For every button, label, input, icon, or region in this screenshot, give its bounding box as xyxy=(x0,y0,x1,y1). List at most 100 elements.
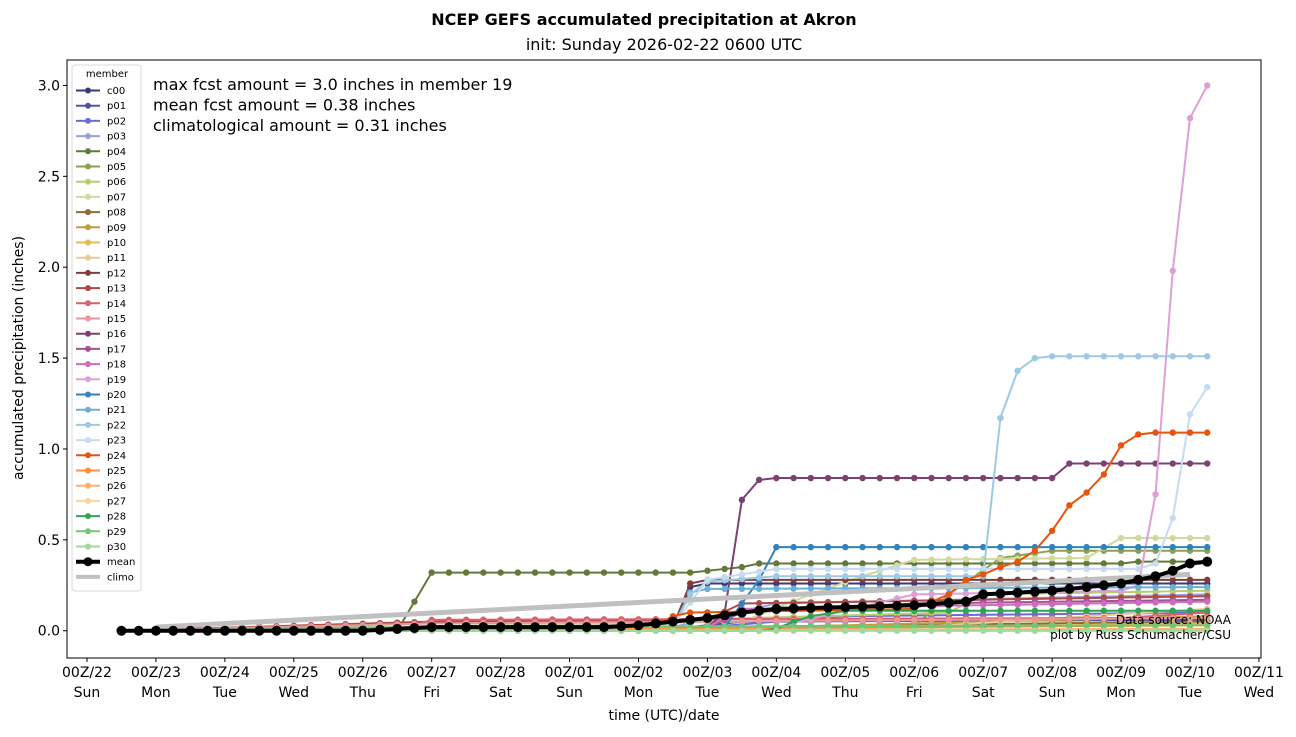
data-point xyxy=(928,607,935,614)
legend-marker xyxy=(85,376,91,383)
legend-marker xyxy=(85,193,91,200)
series-climo xyxy=(155,571,1191,630)
data-point xyxy=(1098,580,1109,591)
data-point xyxy=(667,616,678,627)
legend-item-p17: p17 xyxy=(76,344,126,355)
legend-label: p07 xyxy=(107,192,126,203)
data-point xyxy=(323,625,334,636)
data-point xyxy=(168,625,179,636)
legend-marker xyxy=(85,87,91,94)
x-tick-label: 00Z/02 xyxy=(614,665,664,681)
data-point xyxy=(1167,565,1178,576)
x-tick-label: 00Z/05 xyxy=(820,665,870,681)
legend-item-p29: p29 xyxy=(76,527,126,538)
data-point xyxy=(874,601,885,612)
data-point xyxy=(1135,353,1142,360)
data-point xyxy=(357,625,368,636)
data-point xyxy=(876,565,883,573)
x-tick-label: 00Z/08 xyxy=(1027,665,1077,681)
data-point xyxy=(1186,607,1194,614)
y-tick-label: 0.5 xyxy=(38,533,60,549)
legend-label: p10 xyxy=(107,238,126,249)
data-point xyxy=(962,474,970,482)
data-point xyxy=(893,565,901,573)
data-point xyxy=(512,622,523,633)
data-point xyxy=(1083,353,1090,360)
legend-item-p22: p22 xyxy=(76,420,126,431)
data-point xyxy=(945,573,952,580)
data-point xyxy=(1048,543,1056,551)
legend-label: p28 xyxy=(107,512,126,523)
data-point xyxy=(428,569,435,576)
legend-item-p04: p04 xyxy=(76,147,126,158)
legend-marker xyxy=(85,482,91,489)
data-point xyxy=(340,625,351,636)
data-point xyxy=(478,622,489,633)
data-point xyxy=(755,600,763,607)
legend-marker xyxy=(85,513,91,520)
legend-item-p11: p11 xyxy=(76,253,126,264)
legend-marker xyxy=(85,452,91,459)
data-point xyxy=(1169,353,1176,360)
data-point xyxy=(1066,502,1073,509)
legend-label: mean xyxy=(107,557,135,568)
stat-annotation: climatological amount = 0.31 inches xyxy=(153,116,447,135)
data-point xyxy=(1135,622,1142,629)
data-point xyxy=(1066,627,1073,634)
data-point xyxy=(1083,489,1090,496)
data-point xyxy=(669,627,677,634)
data-point xyxy=(1014,543,1021,551)
data-point xyxy=(962,576,970,584)
data-point xyxy=(633,620,644,631)
data-point xyxy=(892,600,903,611)
x-tick-day: Fri xyxy=(906,685,923,701)
legend-label: p30 xyxy=(107,542,126,553)
data-point xyxy=(1031,627,1039,634)
data-point xyxy=(409,623,420,634)
data-point xyxy=(773,560,780,567)
data-point xyxy=(549,569,556,576)
data-point xyxy=(997,543,1004,551)
data-point xyxy=(1169,615,1176,622)
data-point xyxy=(1152,560,1159,567)
data-point xyxy=(928,543,935,551)
data-point xyxy=(1186,583,1194,591)
data-point xyxy=(1117,353,1125,360)
data-point xyxy=(807,573,815,580)
data-point xyxy=(1100,565,1108,573)
legend-marker xyxy=(85,163,91,170)
data-point xyxy=(1100,627,1108,634)
data-point xyxy=(686,591,694,598)
data-point xyxy=(893,573,901,580)
data-point xyxy=(1048,627,1056,634)
data-point xyxy=(738,563,746,571)
legend-item-p25: p25 xyxy=(76,466,126,477)
data-point xyxy=(1083,627,1090,634)
data-point xyxy=(1117,622,1125,629)
x-tick-day: Tue xyxy=(694,685,719,701)
data-point xyxy=(202,625,213,636)
legend-label: p25 xyxy=(107,466,126,477)
data-point xyxy=(1014,601,1021,608)
legend-item-p09: p09 xyxy=(76,223,126,234)
data-point xyxy=(807,585,815,592)
data-point xyxy=(911,543,918,551)
data-point xyxy=(1150,571,1161,582)
data-point xyxy=(1100,560,1108,567)
data-point xyxy=(911,565,918,573)
data-point xyxy=(823,602,834,613)
data-point xyxy=(997,607,1004,614)
data-point xyxy=(1117,543,1125,551)
x-tick-day: Fri xyxy=(423,685,440,701)
data-point xyxy=(738,575,746,583)
y-axis-label: accumulated precipitation (inches) xyxy=(11,236,27,480)
legend-label: p18 xyxy=(107,360,126,371)
data-point xyxy=(911,622,918,630)
data-point xyxy=(1048,353,1056,360)
data-point xyxy=(219,625,230,636)
data-point xyxy=(1204,429,1211,436)
data-point xyxy=(1031,565,1039,573)
data-point xyxy=(876,474,883,482)
legend-item-p06: p06 xyxy=(76,177,126,188)
legend-label: p01 xyxy=(107,101,126,112)
